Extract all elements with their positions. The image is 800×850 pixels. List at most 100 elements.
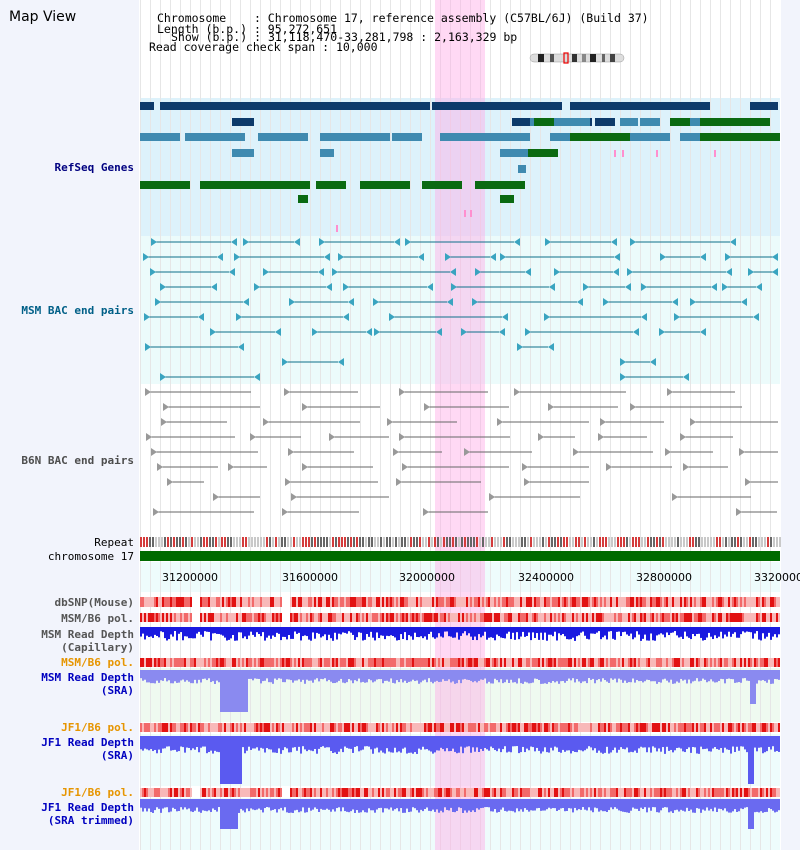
jf1-trim-depth-bar: [172, 799, 174, 808]
msm-pol-mark: [396, 613, 398, 622]
dbsnp-mark: [386, 597, 388, 607]
dbsnp-mark: [238, 597, 240, 607]
msm-pol-mark: [498, 658, 500, 667]
msm-pol-mark: [678, 658, 680, 667]
msm-pol-mark: [482, 658, 484, 667]
jf1-pol-mark: [588, 723, 590, 732]
jf1-pol-mark: [738, 723, 740, 732]
dbsnp-mark: [554, 597, 556, 607]
jf1-sra-depth-bar: [640, 736, 642, 747]
dbsnp-mark: [578, 597, 580, 607]
jf1-pol-mark: [482, 723, 484, 732]
msm-pol-mark: [540, 613, 542, 622]
msm-pol-mark: [528, 613, 530, 622]
jf1-pol-mark: [730, 788, 732, 797]
msm-sra-depth-bar: [576, 670, 578, 680]
jf1-sra-depth-bar: [410, 736, 412, 753]
repeat-mark: [323, 537, 325, 547]
jf1-pol-mark: [204, 788, 206, 797]
jf1-pol-mark: [326, 788, 328, 797]
jf1-pol-mark: [724, 788, 726, 797]
jf1-sra-depth-bar: [764, 736, 766, 753]
jf1-trim-depth-bar: [444, 799, 446, 808]
jf1-trim-depth-bar: [708, 799, 710, 811]
feature-tracks[interactable]: [140, 0, 781, 850]
dbsnp-mark: [598, 597, 600, 607]
jf1-pol-mark: [218, 723, 220, 732]
jf1-sra-depth-bar: [266, 736, 268, 749]
jf1-sra-depth-bar: [156, 736, 158, 754]
msm-sra-depth-bar: [520, 670, 522, 684]
msm-capillary-depth-bar: [472, 627, 474, 640]
refseq-gene: [350, 102, 430, 110]
msm-capillary-depth-bar: [448, 627, 450, 637]
repeat-mark: [563, 537, 565, 547]
msm-pol-mark: [160, 658, 162, 667]
dbsnp-mark: [704, 597, 706, 607]
msm-capillary-depth-bar: [542, 627, 544, 640]
chromosome-ideogram[interactable]: [528, 52, 628, 64]
jf1-trim-depth-bar: [512, 799, 514, 812]
jf1-trim-depth-bar: [534, 799, 536, 811]
jf1-sra-depth-bar: [444, 736, 446, 752]
jf1-sra-depth-bar: [326, 736, 328, 748]
jf1-pol-mark: [658, 788, 660, 797]
jf1-trim-depth-bar: [418, 799, 420, 813]
jf1-sra-depth-bar: [200, 736, 202, 748]
jf1-trim-depth-bar: [354, 799, 356, 813]
repeat-mark: [557, 537, 559, 547]
jf1-trim-depth-bar: [768, 799, 770, 809]
msm-pol-mark: [652, 658, 654, 667]
msm-pol-mark: [722, 613, 724, 622]
repeat-mark: [254, 537, 256, 547]
msm-sra-depth-bar: [574, 670, 576, 683]
jf1-trim-depth-bar: [242, 799, 244, 811]
dbsnp-mark: [144, 597, 146, 607]
jf1-sra-depth-bar: [512, 736, 514, 747]
repeat-mark: [758, 537, 760, 547]
jf1-sra-depth-bar: [634, 736, 636, 751]
jf1-pol-mark: [368, 788, 370, 797]
msm-capillary-depth-bar: [388, 627, 390, 637]
dbsnp-mark: [280, 597, 282, 607]
jf1-sra-depth-bar: [350, 736, 352, 749]
msm-pol-mark: [666, 658, 668, 667]
jf1-sra-depth-bar: [702, 736, 704, 750]
dbsnp-mark: [628, 597, 630, 607]
repeat-mark: [263, 537, 265, 547]
jf1-pol-mark: [346, 788, 348, 797]
jf1-pol-mark: [174, 723, 176, 732]
dbsnp-mark: [584, 597, 586, 607]
msm-sra-depth-bar: [372, 670, 374, 683]
jf1-sra-depth-bar: [296, 736, 298, 751]
msm-pol-mark: [744, 658, 746, 667]
jf1-pol-mark: [350, 723, 352, 732]
selected-region-highlight[interactable]: [435, 0, 485, 850]
dbsnp-mark: [500, 597, 502, 607]
msm-sra-depth-bar: [502, 670, 504, 684]
dbsnp-mark: [622, 597, 624, 607]
jf1-sra-depth-bar: [676, 736, 678, 748]
bac-end-marker: [405, 238, 411, 246]
msm-pol-mark: [552, 658, 554, 667]
msm-sra-depth-bar: [710, 670, 712, 680]
jf1-pol-mark: [278, 788, 280, 797]
msm-pol-mark: [550, 658, 552, 667]
msm-pol-mark: [170, 613, 172, 622]
jf1-pol-mark: [458, 788, 460, 797]
jf1-pol-mark: [644, 788, 646, 797]
jf1-sra-depth-bar: [406, 736, 408, 754]
msm-sra-depth-bar: [228, 670, 230, 712]
msm-pol-mark: [236, 613, 238, 622]
repeat-mark: [377, 537, 379, 547]
bac-end-marker: [157, 463, 163, 471]
msm-sra-depth-bar: [778, 670, 780, 680]
jf1-trim-depth-bar: [574, 799, 576, 808]
msm-pol-mark: [196, 613, 198, 622]
msm-pol-mark: [244, 658, 246, 667]
msm-pol-mark: [662, 658, 664, 667]
jf1-pol-mark: [356, 788, 358, 797]
repeat-mark: [284, 537, 286, 547]
msm-sra-depth-bar: [328, 670, 330, 680]
jf1-pol-mark: [692, 723, 694, 732]
